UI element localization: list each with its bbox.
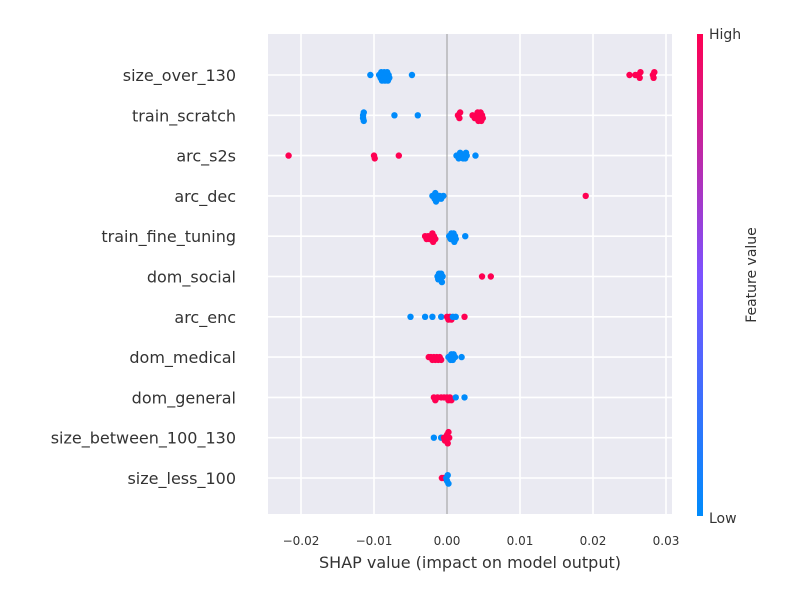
feature-label: dom_general [132, 388, 236, 408]
feature-label: arc_dec [174, 187, 236, 207]
shap-point [456, 114, 463, 122]
shap-point [626, 71, 633, 79]
shap-point [395, 152, 403, 159]
shap-point [650, 74, 657, 82]
data-points [285, 69, 658, 487]
shap-point [440, 192, 447, 200]
x-tick-label: 0.02 [580, 534, 607, 548]
colorbar-low-label: Low [709, 511, 737, 527]
shap-point [414, 112, 421, 119]
shap-point [439, 273, 446, 280]
feature-labels: size_over_130 train_scratch arc_s2s arc_dec… [51, 66, 236, 489]
shap-point [360, 117, 367, 125]
colorbar-high-label: High [709, 27, 741, 43]
feature-label: arc_s2s [176, 147, 236, 167]
shap-point [360, 109, 367, 116]
colorbar: High Low Feature value [697, 27, 760, 527]
shap-point [444, 472, 451, 479]
shap-point [452, 313, 459, 320]
feature-label: size_between_100_130 [51, 429, 236, 449]
shap-point [437, 313, 445, 320]
shap-point [461, 394, 468, 401]
shap-point [432, 235, 439, 243]
x-tick-label: 0.00 [434, 534, 461, 548]
shap-point [386, 74, 393, 82]
feature-label: dom_medical [129, 348, 236, 368]
shap-point [391, 112, 398, 119]
shap-point [430, 434, 438, 441]
shap-point [462, 233, 469, 240]
feature-label: size_less_100 [127, 469, 236, 489]
shap-point [421, 313, 429, 320]
shap-point [582, 192, 589, 200]
shap-point [429, 313, 436, 320]
shap-point [408, 71, 416, 79]
feature-label: train_scratch [132, 106, 236, 126]
shap-point [478, 273, 486, 280]
shap-point [651, 69, 658, 76]
shap-point [285, 152, 292, 159]
feature-label: arc_enc [174, 308, 236, 328]
x-tick-label: −0.01 [356, 534, 393, 548]
feature-label: train_fine_tuning [101, 227, 236, 247]
shap-point [487, 273, 494, 280]
plot-area [268, 34, 672, 514]
shap-point [407, 313, 414, 320]
shap-point [452, 394, 459, 401]
shap-point [463, 152, 470, 159]
shap-point [472, 152, 479, 159]
grid-lines [268, 34, 672, 514]
x-tick-label: 0.03 [653, 534, 680, 548]
shap-point [479, 114, 486, 122]
x-tick-label: 0.01 [507, 534, 534, 548]
shap-point [444, 440, 451, 447]
shap-point [452, 235, 459, 243]
shap-point [458, 353, 465, 361]
shap-point [445, 434, 453, 441]
x-tick-label: −0.02 [283, 534, 320, 548]
shap-point [367, 71, 374, 79]
shap-point [445, 428, 452, 436]
shap-point [637, 69, 644, 76]
shap-point [636, 74, 643, 82]
shap-point [438, 278, 446, 286]
colorbar-gradient [697, 34, 703, 516]
x-tick-labels: −0.02 −0.01 0.00 0.01 0.02 0.03 [283, 534, 680, 548]
shap-point [371, 155, 378, 162]
feature-label: size_over_130 [123, 66, 236, 86]
x-axis-title: SHAP value (impact on model output) [319, 553, 621, 572]
shap-point [451, 353, 459, 361]
colorbar-title: Feature value [744, 227, 760, 323]
feature-label: dom_social [147, 268, 236, 288]
shap-point [437, 356, 445, 364]
shap-point [456, 109, 464, 116]
shap-point [461, 313, 468, 320]
shap-point [445, 480, 452, 487]
